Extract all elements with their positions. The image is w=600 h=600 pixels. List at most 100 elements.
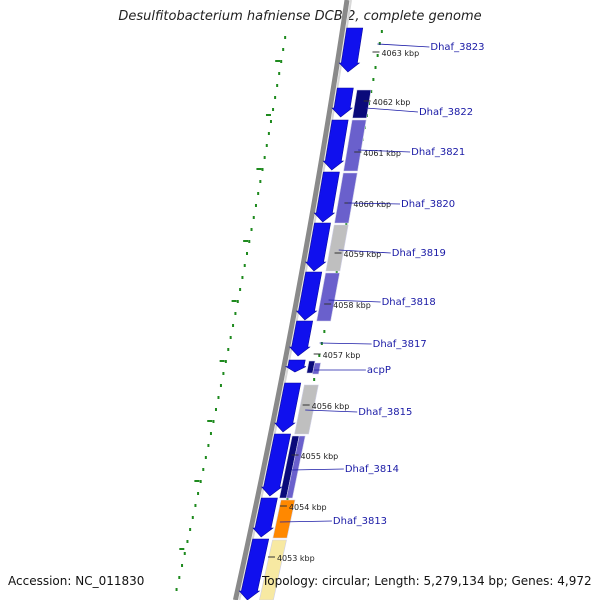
gc-dot xyxy=(278,72,281,75)
gene-leader-line xyxy=(279,520,332,523)
kbp-label: 4055 kbp xyxy=(301,452,339,461)
gc-dot xyxy=(318,354,321,357)
gc-dash xyxy=(179,548,185,550)
kbp-label: 4058 kbp xyxy=(333,301,371,310)
gc-dot xyxy=(267,132,270,135)
gene-label: Dhaf_3814 xyxy=(345,464,399,475)
gc-dot xyxy=(181,564,184,567)
gene-label: Dhaf_3820 xyxy=(401,199,455,210)
gc-dot xyxy=(323,330,326,333)
forward-gene-arrow xyxy=(284,359,307,373)
kbp-label: 4063 kbp xyxy=(381,49,419,58)
gc-dot xyxy=(186,540,189,543)
gc-dot xyxy=(252,216,255,219)
gc-dot xyxy=(194,504,197,507)
forward-strand-genes xyxy=(238,27,364,600)
gc-dot xyxy=(236,300,239,303)
gc-dash xyxy=(256,168,262,170)
reverse-gene-block xyxy=(343,119,367,172)
gene-leader-line xyxy=(338,249,391,254)
gc-dot xyxy=(370,90,373,93)
gc-dot xyxy=(320,342,323,345)
reverse-gene-block xyxy=(316,272,340,322)
gc-dot xyxy=(261,168,264,171)
forward-gene-arrow xyxy=(322,119,349,171)
gc-dot xyxy=(175,588,178,591)
topology-text: Topology: circular; Length: 5,279,134 bp… xyxy=(262,574,592,588)
map-title: Desulfitobacterium hafniense DCB-2, comp… xyxy=(118,9,482,24)
forward-gene-arrow xyxy=(261,433,291,497)
gc-dot xyxy=(189,528,192,531)
forward-gene-arrow xyxy=(238,538,270,600)
gc-dot xyxy=(214,408,217,411)
gc-dot xyxy=(248,240,251,243)
gene-leader-line xyxy=(319,342,372,345)
kbp-label: 4053 kbp xyxy=(277,554,315,563)
gene-label: Dhaf_3822 xyxy=(419,107,473,118)
reverse-gene-block xyxy=(272,499,296,539)
forward-gene-arrow xyxy=(313,171,340,223)
gc-dot xyxy=(282,48,285,51)
gc-dot xyxy=(222,372,225,375)
gc-dot xyxy=(250,228,253,231)
gene-label: acpP xyxy=(367,365,391,376)
gene-leader-line xyxy=(377,43,430,48)
gene-label: Dhaf_3823 xyxy=(430,42,484,53)
forward-gene-arrow xyxy=(252,497,278,538)
forward-gene-arrow xyxy=(274,382,302,433)
kbp-ticks: 4063 kbp 4062 kbp 4061 kbp 4060 kbp 4059 kbp… xyxy=(267,49,419,563)
gc-dot xyxy=(207,444,210,447)
gc-dot xyxy=(232,324,235,327)
gc-dot xyxy=(280,60,283,63)
gc-dot xyxy=(178,576,181,579)
gc-dot xyxy=(276,84,279,87)
gc-dot xyxy=(380,30,383,33)
kbp-label: 4056 kbp xyxy=(312,402,350,411)
gc-dot xyxy=(269,120,272,123)
kbp-label: 4062 kbp xyxy=(373,98,411,107)
gc-dot xyxy=(212,420,215,423)
gc-dot xyxy=(224,360,227,363)
gc-dot xyxy=(374,66,377,69)
gc-dash xyxy=(243,240,249,242)
gene-labels: Dhaf_3823 Dhaf_3822 Dhaf_3821 Dhaf_3820 Dhaf… xyxy=(279,42,485,527)
reverse-gene-block xyxy=(334,172,358,224)
gene-label: Dhaf_3818 xyxy=(382,297,436,308)
gc-dot xyxy=(199,480,202,483)
gc-dot xyxy=(313,378,316,381)
gc-dot xyxy=(234,312,237,315)
gene-leader-line xyxy=(348,202,401,205)
gc-dot xyxy=(254,204,257,207)
gc-dot xyxy=(259,180,262,183)
gc-dot xyxy=(286,498,289,501)
gc-dot xyxy=(284,36,287,39)
gc-dot xyxy=(274,96,277,99)
forward-gene-arrow xyxy=(304,222,331,272)
kbp-label: 4061 kbp xyxy=(363,149,401,158)
forward-gene-arrow xyxy=(338,27,364,73)
gc-dot xyxy=(335,270,338,273)
accession-text: Accession: NC_011830 xyxy=(8,574,145,588)
gc-dot xyxy=(243,264,246,267)
gc-dot xyxy=(219,384,222,387)
gc-dash xyxy=(265,114,271,116)
forward-gene-arrow xyxy=(295,271,323,321)
kbp-label: 4060 kbp xyxy=(353,200,391,209)
gc-dot xyxy=(372,78,375,81)
gene-leader-line xyxy=(365,107,418,113)
gc-dot xyxy=(257,192,260,195)
kbp-label: 4054 kbp xyxy=(289,503,327,512)
backbone-line xyxy=(232,0,350,600)
gc-dot xyxy=(204,456,207,459)
kbp-label: 4059 kbp xyxy=(344,250,382,259)
gene-leader-line xyxy=(305,409,358,413)
gc-dot xyxy=(241,276,244,279)
reverse-gene-block xyxy=(286,435,306,499)
forward-gene-arrow xyxy=(289,320,314,357)
gc-dot xyxy=(197,492,200,495)
gene-label: Dhaf_3815 xyxy=(358,407,412,418)
gc-dot xyxy=(272,108,275,111)
gc-dot xyxy=(246,252,249,255)
reverse-gene-block xyxy=(325,224,349,272)
